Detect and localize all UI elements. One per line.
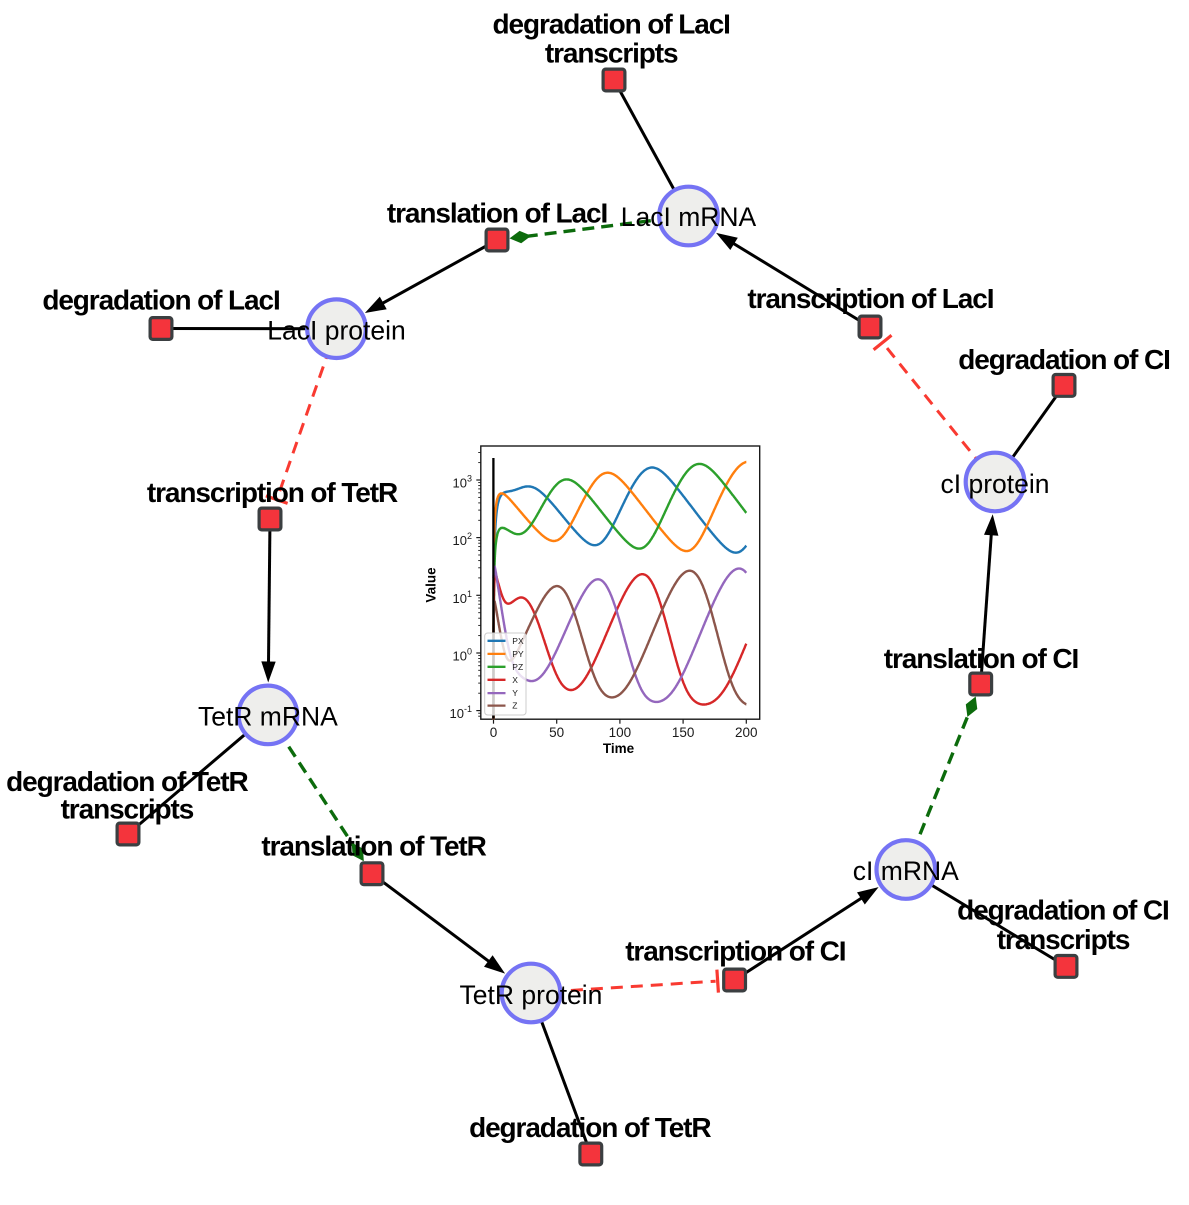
svg-text:cI protein: cI protein xyxy=(940,469,1049,499)
svg-text:degradation of TetR: degradation of TetR xyxy=(6,766,248,797)
svg-text:degradation of CI: degradation of CI xyxy=(957,895,1169,926)
svg-text:degradation of LacI: degradation of LacI xyxy=(493,9,730,40)
svg-text:TetR mRNA: TetR mRNA xyxy=(198,702,338,732)
svg-text:translation of CI: translation of CI xyxy=(884,643,1078,674)
svg-text:LacI protein: LacI protein xyxy=(267,315,405,345)
svg-text:translation of LacI: translation of LacI xyxy=(387,198,607,229)
svg-text:150: 150 xyxy=(672,725,695,740)
svg-text:X: X xyxy=(512,675,518,685)
svg-text:transcription of TetR: transcription of TetR xyxy=(147,477,398,508)
svg-text:degradation of TetR: degradation of TetR xyxy=(469,1112,711,1143)
svg-text:transcripts: transcripts xyxy=(61,793,194,824)
svg-text:PY: PY xyxy=(512,649,524,659)
svg-text:LacI mRNA: LacI mRNA xyxy=(621,202,757,232)
svg-text:Time: Time xyxy=(603,741,635,756)
svg-text:degradation of LacI: degradation of LacI xyxy=(42,285,279,316)
svg-text:Y: Y xyxy=(512,688,518,698)
svg-text:transcription of CI: transcription of CI xyxy=(625,935,845,966)
svg-text:transcription of LacI: transcription of LacI xyxy=(747,283,993,314)
svg-text:Z: Z xyxy=(512,701,517,711)
svg-text:PZ: PZ xyxy=(512,662,523,672)
svg-text:0: 0 xyxy=(490,725,498,740)
svg-text:cI mRNA: cI mRNA xyxy=(853,856,959,886)
svg-text:transcripts: transcripts xyxy=(545,37,678,68)
svg-text:degradation of CI: degradation of CI xyxy=(958,344,1170,375)
svg-text:translation of TetR: translation of TetR xyxy=(261,831,486,862)
svg-text:PX: PX xyxy=(512,636,524,646)
svg-text:50: 50 xyxy=(549,725,564,740)
svg-text:TetR protein: TetR protein xyxy=(460,980,603,1010)
svg-text:100: 100 xyxy=(609,725,632,740)
svg-text:Value: Value xyxy=(424,567,439,603)
svg-text:transcripts: transcripts xyxy=(997,924,1130,955)
svg-text:200: 200 xyxy=(735,725,758,740)
